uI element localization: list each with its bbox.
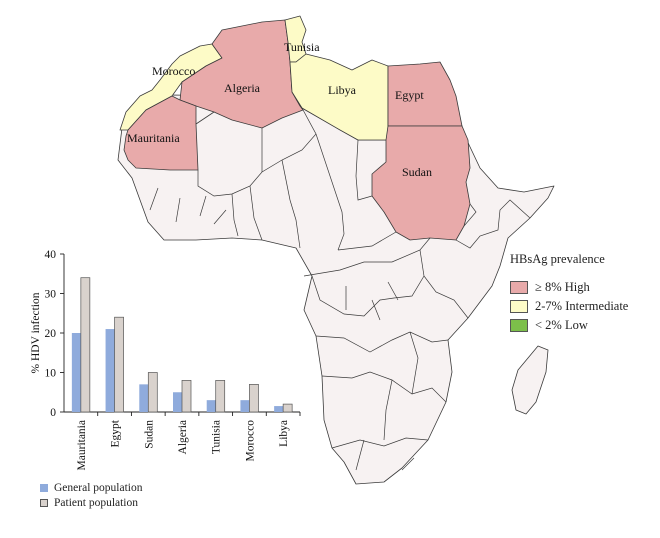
chart-legend-item-general: General population — [40, 481, 142, 495]
map-label-tunisia: Tunisia — [284, 40, 320, 54]
map-label-algeria: Algeria — [224, 81, 261, 95]
chart-legend-swatch-general — [40, 484, 48, 492]
map-label-sudan: Sudan — [402, 165, 432, 179]
legend-swatch-low — [510, 318, 528, 332]
legend-label-intermediate: 2-7% Intermediate — [535, 298, 629, 313]
chart-legend-item-patient: Patient population — [40, 496, 142, 510]
map-label-libya: Libya — [328, 83, 357, 97]
island-madagascar — [511, 345, 549, 415]
legend-item-low: < 2% Low — [510, 318, 628, 332]
map-label-egypt: Egypt — [395, 88, 424, 102]
legend-item-intermediate: 2-7% Intermediate — [510, 299, 628, 313]
map-label-morocco: Morocco — [152, 64, 195, 78]
chart-legend-label-general: General population — [54, 482, 143, 494]
internal-borders — [149, 107, 531, 471]
legend-swatch-high — [510, 280, 528, 294]
chart-legend-label-patient: Patient population — [54, 497, 139, 509]
legend-item-high: ≥ 8% High — [510, 280, 628, 294]
chart-legend-swatch-patient — [40, 499, 48, 507]
legend-label-high: ≥ 8% High — [535, 279, 590, 294]
prevalence-legend-title: HBsAg prevalence — [510, 252, 605, 266]
legend-label-low: < 2% Low — [535, 317, 588, 332]
legend-swatch-intermediate — [510, 299, 528, 313]
prevalence-legend: HBsAg prevalence ≥ 8% High 2-7% Intermed… — [510, 252, 628, 337]
map-label-mauritania: Mauritania — [127, 131, 180, 145]
chart-legend: General population Patient population — [40, 481, 142, 511]
